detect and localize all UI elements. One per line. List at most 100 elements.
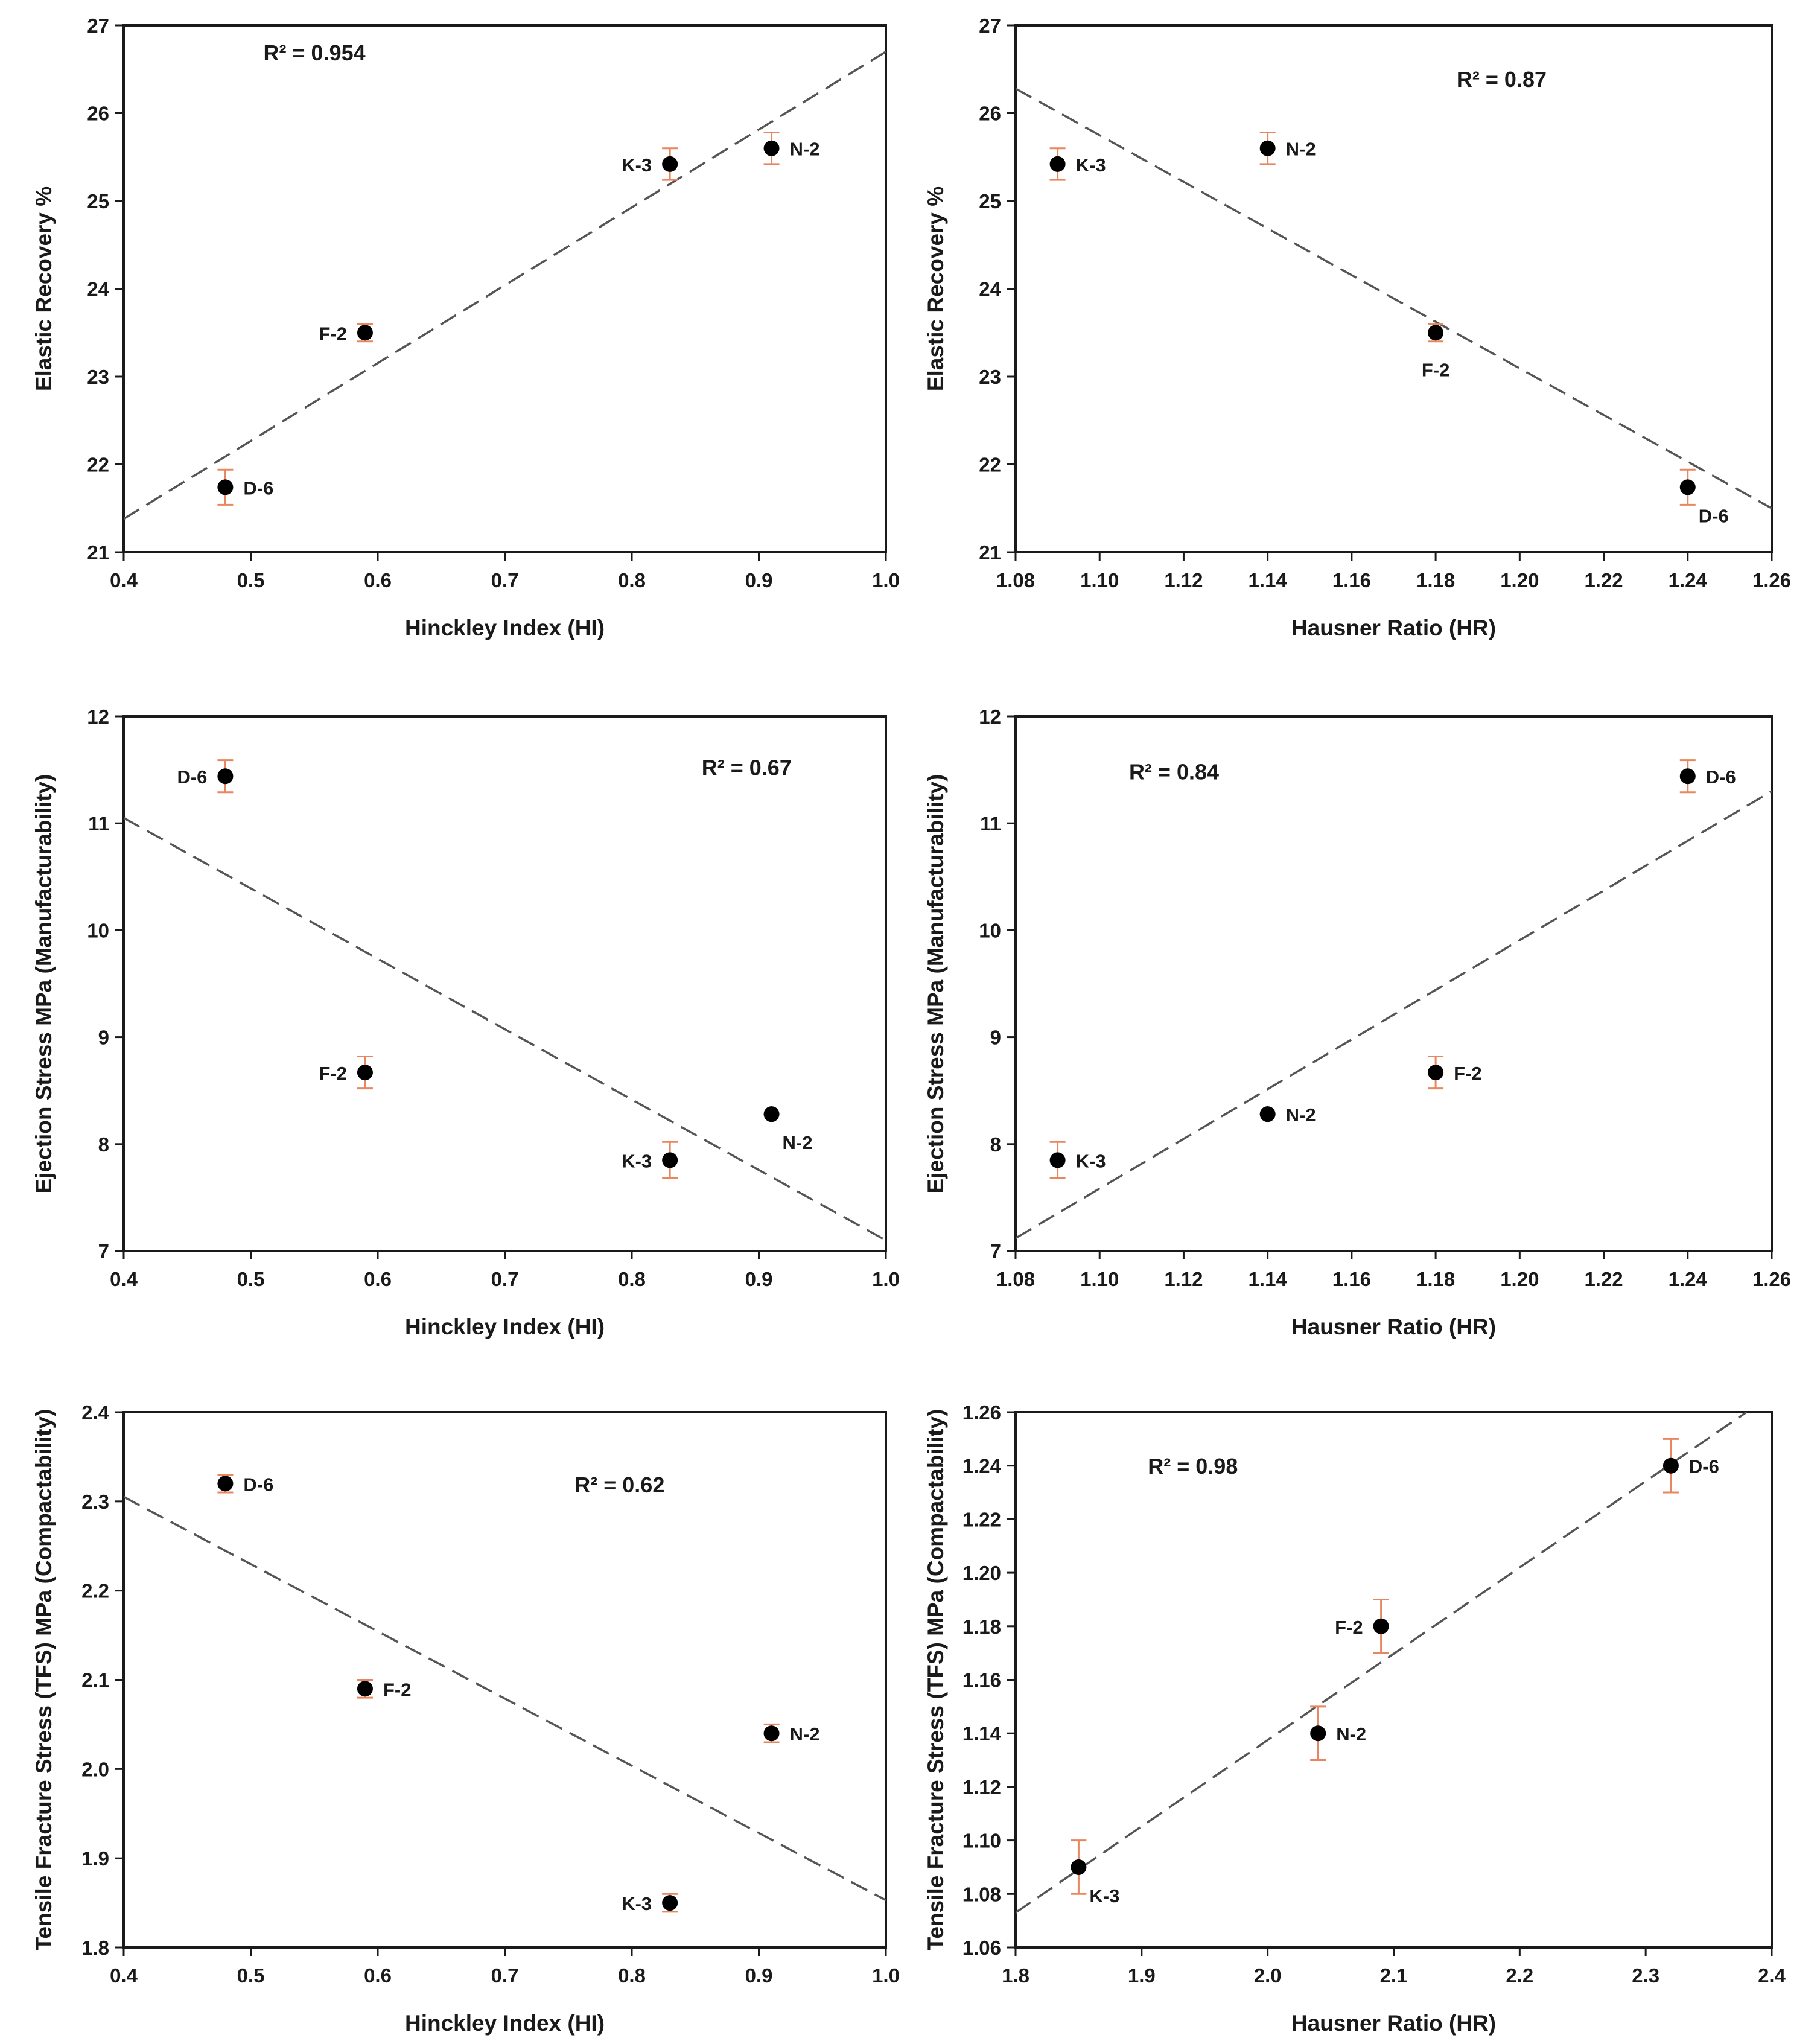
- x-tick-label: 0.7: [491, 1268, 519, 1290]
- point-marker: [1049, 1152, 1066, 1168]
- x-tick-label: 1.22: [1584, 1268, 1623, 1290]
- x-tick-label: 0.4: [110, 1964, 138, 1987]
- point-label: N-2: [790, 1724, 820, 1745]
- point-marker: [357, 1065, 373, 1081]
- chart-4: 1.08 1.10 1.12 1.14 1.16 1.18 1.20 1.22 1.24 1.26…: [923, 705, 1791, 1339]
- point-marker: [1428, 1065, 1444, 1081]
- x-tick-label: 0.9: [745, 1268, 773, 1290]
- y-tick-label: 11: [88, 812, 109, 835]
- x-tick-label: 0.6: [364, 569, 392, 591]
- x-tick-label: 1.10: [1080, 1268, 1119, 1290]
- x-tick-label: 2.2: [1506, 1964, 1533, 1987]
- y-tick-label: 26: [87, 103, 109, 125]
- point-marker: [1259, 140, 1276, 156]
- y-tick-label: 22: [87, 454, 109, 476]
- r-squared-label: R² = 0.67: [702, 755, 792, 780]
- y-tick-label: 2.3: [81, 1491, 109, 1513]
- chart-6: 1.8 1.9 2.0 2.1 2.2 2.3 2.4 1.06 1.08 1.10 1.12 1.1…: [923, 1401, 1786, 2036]
- y-tick-label: 23: [87, 366, 109, 388]
- data-point-D-6: D-6: [217, 468, 273, 506]
- data-point-K-3: K-3: [1071, 1839, 1119, 1906]
- y-tick-label: 23: [979, 366, 1001, 388]
- plot-frame: [1014, 715, 1773, 1252]
- r-squared-label: R² = 0.84: [1129, 760, 1219, 785]
- x-tick-label: 1.14: [1249, 569, 1288, 591]
- regression-line: [124, 817, 886, 1241]
- y-tick-label: 25: [87, 190, 109, 212]
- y-axis-label: Tensile Fracture Stress (TFS) MPa (Compa…: [923, 1409, 948, 1951]
- x-axis-label: Hinckley Index (HI): [405, 1314, 605, 1339]
- data-point-N-2: N-2: [763, 1106, 813, 1153]
- point-marker: [763, 1106, 780, 1122]
- y-tick-label: 12: [87, 705, 109, 728]
- x-tick-label: 1.16: [1332, 1268, 1371, 1290]
- point-label: N-2: [783, 1132, 813, 1153]
- plot-frame: [1014, 1411, 1773, 1949]
- x-tick-label: 0.5: [237, 1964, 265, 1987]
- y-tick-label: 1.12: [962, 1776, 1001, 1798]
- chart-2: 1.08 1.10 1.12 1.14 1.16 1.18 1.20 1.22 1.24 1.26…: [923, 14, 1791, 640]
- data-point-D-6: D-6: [1662, 1438, 1719, 1494]
- regression-line: [124, 1495, 886, 1902]
- point-label: N-2: [1286, 139, 1316, 160]
- r-squared-label: R² = 0.98: [1148, 1454, 1238, 1479]
- x-tick-label: 1.9: [1128, 1964, 1156, 1987]
- y-tick-label: 1.9: [81, 1847, 109, 1870]
- y-tick-label: 1.10: [962, 1830, 1001, 1852]
- point-label: K-3: [622, 154, 652, 176]
- data-point-K-3: K-3: [622, 1893, 678, 1914]
- y-axis-label: Ejection Stress MPa (Manufacturability): [31, 774, 56, 1194]
- point-label: F-2: [1454, 1063, 1482, 1084]
- chart-1: 0.4 0.5 0.6 0.7 0.8 0.9 1.0 21 22 23 24 25 26 27 Hinck…: [31, 14, 900, 640]
- data-point-F-2: F-2: [319, 1055, 373, 1090]
- regression-line: [1016, 1412, 1748, 1914]
- data-point-N-2: N-2: [1259, 1104, 1316, 1126]
- y-tick-label: 7: [98, 1240, 109, 1263]
- point-marker: [1428, 325, 1444, 341]
- point-marker: [1679, 768, 1696, 785]
- point-label: K-3: [622, 1893, 652, 1914]
- x-tick-label: 1.0: [872, 1268, 900, 1290]
- point-marker: [217, 1476, 234, 1492]
- x-axis-label: Hinckley Index (HI): [405, 2011, 605, 2036]
- x-tick-label: 1.26: [1752, 569, 1791, 591]
- y-tick-label: 27: [979, 14, 1001, 37]
- point-label: D-6: [1689, 1456, 1719, 1477]
- data-point-K-3: K-3: [622, 1141, 678, 1180]
- plot-frame: [122, 1411, 887, 1949]
- x-tick-label: 1.08: [996, 569, 1035, 591]
- y-tick-label: 25: [979, 190, 1001, 212]
- data-point-F-2: F-2: [1422, 323, 1449, 380]
- y-tick-label: 11: [980, 812, 1001, 835]
- y-tick-label: 8: [990, 1133, 1001, 1156]
- x-tick-label: 1.8: [1002, 1964, 1029, 1987]
- point-marker: [1049, 156, 1066, 172]
- point-label: F-2: [383, 1679, 412, 1700]
- point-marker: [1310, 1725, 1326, 1742]
- x-tick-label: 1.24: [1669, 569, 1708, 591]
- point-label: F-2: [1335, 1617, 1363, 1638]
- y-axis-label: Elastic Recovery %: [923, 186, 948, 391]
- y-tick-label: 8: [98, 1133, 109, 1156]
- x-tick-label: 2.1: [1380, 1964, 1408, 1987]
- x-axis-label: Hausner Ratio (HR): [1291, 1314, 1496, 1339]
- x-tick-label: 1.26: [1752, 1268, 1791, 1290]
- x-tick-label: 0.4: [110, 569, 138, 591]
- point-marker: [662, 1152, 678, 1168]
- point-label: D-6: [243, 477, 273, 498]
- y-axis-label: Elastic Recovery %: [31, 186, 56, 391]
- data-point-N-2: N-2: [763, 132, 820, 165]
- x-tick-label: 2.0: [1254, 1964, 1282, 1987]
- y-axis-label: Ejection Stress MPa (Manufacturability): [923, 774, 948, 1194]
- point-label: D-6: [1706, 766, 1736, 788]
- r-squared-label: R² = 0.87: [1457, 67, 1547, 92]
- point-marker: [357, 1681, 373, 1697]
- y-tick-label: 1.14: [962, 1722, 1002, 1745]
- x-tick-label: 1.12: [1164, 569, 1203, 591]
- y-tick-label: 1.06: [962, 1937, 1001, 1959]
- x-tick-label: 0.8: [618, 1964, 646, 1987]
- point-label: D-6: [1699, 505, 1729, 526]
- y-tick-label: 1.16: [962, 1669, 1001, 1692]
- x-tick-label: 2.3: [1632, 1964, 1659, 1987]
- data-point-F-2: F-2: [1428, 1055, 1482, 1090]
